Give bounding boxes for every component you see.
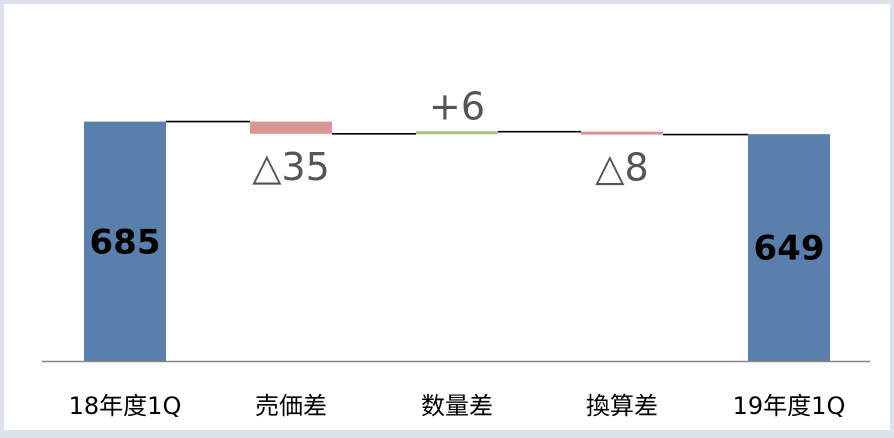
category-label-1: 18年度1Q — [69, 392, 182, 420]
bar-3 — [416, 131, 498, 135]
bar-5 — [748, 134, 830, 361]
data-label-3: +6 — [429, 85, 485, 129]
category-label-2: 売価差 — [255, 392, 327, 420]
data-label-4: △8 — [595, 146, 648, 190]
bar-2 — [250, 121, 332, 134]
category-label-3: 数量差 — [421, 392, 493, 420]
bar-1 — [84, 121, 166, 361]
data-label-5: 649 — [754, 229, 825, 269]
bar-4 — [581, 131, 663, 135]
category-label-5: 19年度1Q — [733, 392, 846, 420]
data-label-1: 685 — [90, 222, 161, 262]
data-label-2: △35 — [252, 145, 330, 189]
waterfall-chart: 685 △35 +6 △8 649 18年度1Q 売価差 数量差 換算差 19年度1Q — [42, 85, 870, 420]
category-label-4: 換算差 — [586, 392, 658, 420]
